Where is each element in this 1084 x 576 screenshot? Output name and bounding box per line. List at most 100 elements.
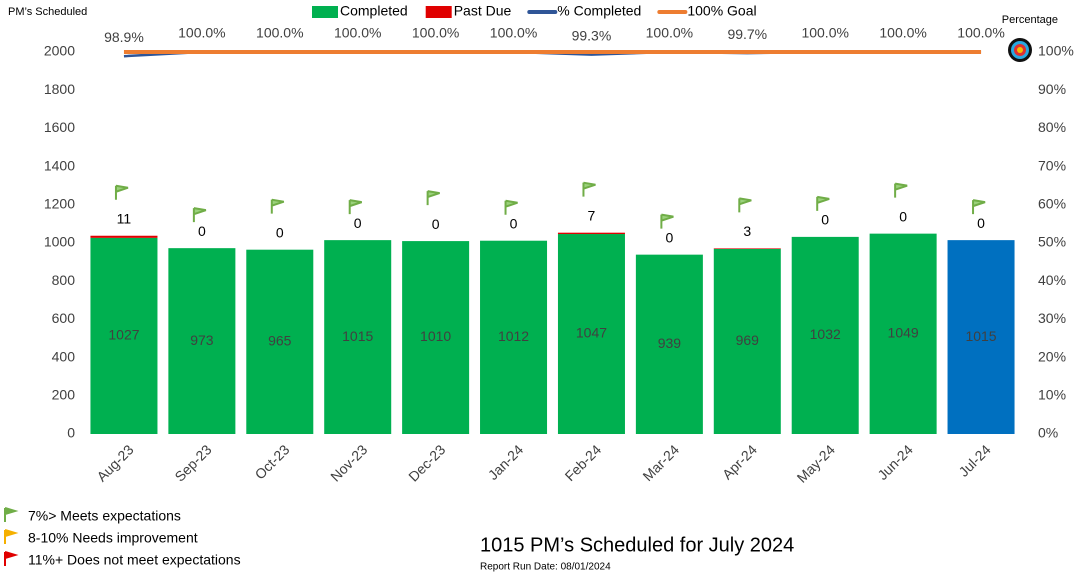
x-tick-label: Jun-24 xyxy=(874,441,916,483)
bar-label: 1049 xyxy=(888,325,919,341)
x-tick-label: Feb-24 xyxy=(562,441,605,484)
bar-label: 0 xyxy=(198,223,206,239)
bar xyxy=(402,241,470,434)
bar-label: 0 xyxy=(354,215,362,231)
flag xyxy=(270,198,285,214)
point-label: 100.0% xyxy=(646,25,693,41)
bar xyxy=(713,248,781,249)
key: 7%> Meets expectations 8-10% Needs impro… xyxy=(4,507,241,568)
bar-label: 1047 xyxy=(576,325,607,341)
y2-axis-label: Percentage xyxy=(1002,14,1058,26)
flag xyxy=(192,207,207,223)
x-tick-label: Jul-24 xyxy=(955,441,993,479)
bar-label: 0 xyxy=(821,212,829,228)
point-label: 99.3% xyxy=(572,27,612,43)
bar-label: 1010 xyxy=(420,328,451,344)
bar xyxy=(246,249,314,434)
x-tick-label: May-24 xyxy=(794,441,838,485)
y-tick-label: 0 xyxy=(67,425,75,441)
legend-label: 100% Goal xyxy=(687,3,756,19)
legend-swatch xyxy=(312,6,338,18)
bar-label: 965 xyxy=(268,333,292,349)
key-text: 8-10% Needs improvement xyxy=(28,530,198,546)
point-label: 99.7% xyxy=(727,26,767,42)
run-date: Report Run Date: 08/01/2024 xyxy=(480,562,611,573)
x-tick-label: Nov-23 xyxy=(327,441,370,484)
flag xyxy=(504,199,518,215)
y2-tick-label: 100% xyxy=(1038,43,1074,59)
bar xyxy=(947,240,1015,434)
flag xyxy=(426,190,440,206)
target-icon xyxy=(1008,38,1032,62)
flag xyxy=(114,184,129,200)
bar-label: 0 xyxy=(665,229,673,245)
bar xyxy=(90,237,158,434)
x-tick-label: Dec-23 xyxy=(405,441,448,484)
flag xyxy=(348,199,363,215)
point-label: 100.0% xyxy=(879,25,926,41)
legend-label: % Completed xyxy=(557,3,641,19)
bar xyxy=(480,240,548,434)
flag xyxy=(816,195,830,211)
y2-tick-label: 50% xyxy=(1038,234,1066,250)
y2-tick-label: 90% xyxy=(1038,81,1066,97)
y2-tick-label: 80% xyxy=(1038,119,1066,135)
y-tick-label: 1400 xyxy=(44,157,75,173)
bar xyxy=(635,254,703,434)
y2-tick-label: 40% xyxy=(1038,272,1066,288)
y-tick-label: 200 xyxy=(52,387,76,403)
point-label: 100.0% xyxy=(334,25,381,41)
point-label: 100.0% xyxy=(412,25,459,41)
bar-label: 3 xyxy=(743,223,751,239)
flag xyxy=(660,213,674,229)
x-tick-label: Apr-24 xyxy=(719,441,760,482)
x-tick-label: Aug-23 xyxy=(93,441,136,484)
y-tick-label: 1200 xyxy=(44,196,75,212)
bar-label: 1012 xyxy=(498,328,529,344)
y2-tick-label: 10% xyxy=(1038,387,1066,403)
bar-label: 1027 xyxy=(108,327,139,343)
bar xyxy=(557,234,625,434)
flag xyxy=(738,197,752,213)
legend-label: Past Due xyxy=(454,3,512,19)
point-label: 100.0% xyxy=(490,25,537,41)
point-label: 98.9% xyxy=(104,29,144,45)
point-label: 100.0% xyxy=(178,25,225,41)
bar xyxy=(713,248,781,434)
bar-label: 0 xyxy=(276,224,284,240)
x-tick-label: Oct-23 xyxy=(252,441,293,482)
bar-label: 969 xyxy=(736,332,760,348)
y-tick-label: 1800 xyxy=(44,81,75,97)
bar-label: 0 xyxy=(432,216,440,232)
y-tick-label: 800 xyxy=(52,272,76,288)
bar-label: 0 xyxy=(510,215,518,231)
bar-label: 1032 xyxy=(810,326,841,342)
y-tick-label: 400 xyxy=(52,348,76,364)
flag xyxy=(894,182,908,198)
point-label: 100.0% xyxy=(957,25,1004,41)
flag xyxy=(582,181,596,197)
bar xyxy=(791,236,859,434)
legend-swatch xyxy=(425,6,452,18)
y-tick-label: 600 xyxy=(52,310,76,326)
bar xyxy=(90,235,158,238)
summary: 1015 PM’s Scheduled for July 2024 xyxy=(480,534,794,556)
bar-label: 0 xyxy=(977,215,985,231)
y2-tick-label: 20% xyxy=(1038,348,1066,364)
point-label: 100.0% xyxy=(801,25,848,41)
y2-tick-label: 60% xyxy=(1038,196,1066,212)
bar-label: 11 xyxy=(117,210,132,226)
bar xyxy=(557,232,625,235)
bar xyxy=(168,248,236,434)
flag xyxy=(972,199,986,215)
x-tick-label: Mar-24 xyxy=(639,441,682,484)
y-axis-label: PM’s Scheduled xyxy=(8,6,87,18)
bar-label: 1015 xyxy=(342,328,373,344)
bar-label: 973 xyxy=(190,332,214,348)
y2-tick-label: 0% xyxy=(1038,425,1058,441)
y-tick-label: 2000 xyxy=(44,43,75,59)
bar xyxy=(324,240,392,434)
bar-label: 7 xyxy=(588,207,596,223)
bar-label: 0 xyxy=(899,208,907,224)
